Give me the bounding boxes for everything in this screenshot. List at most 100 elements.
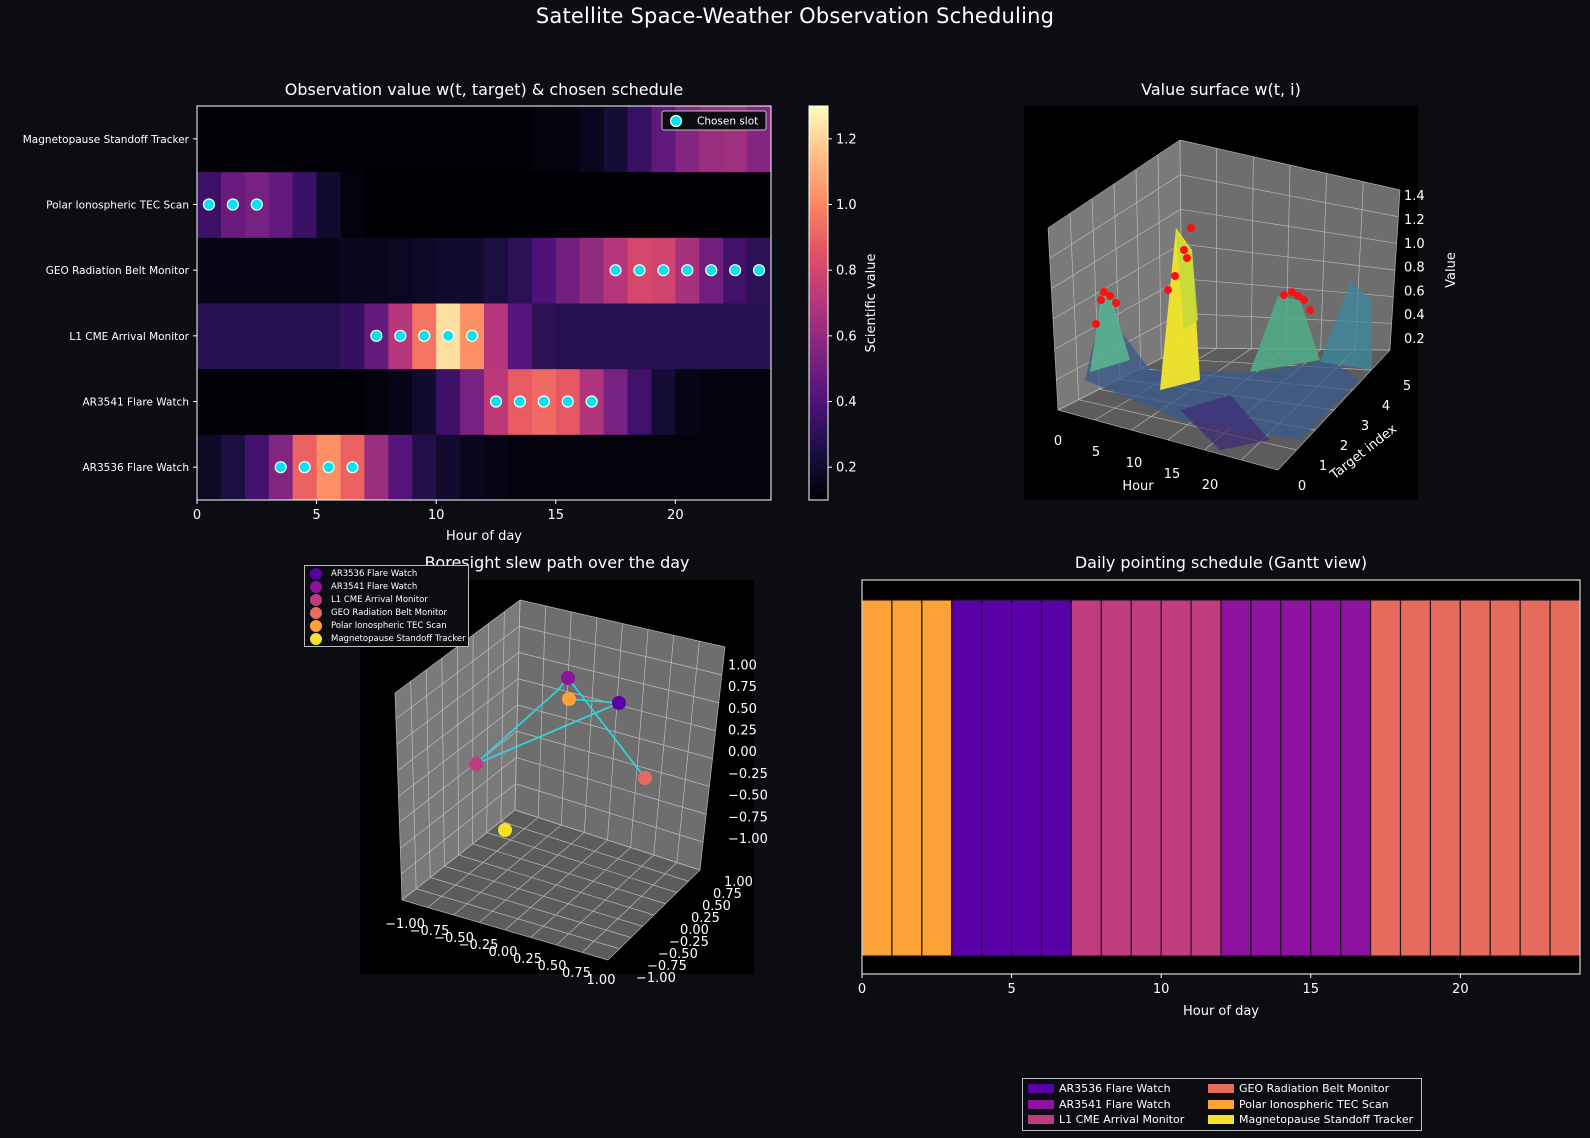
- slew-grid-line: [398, 704, 518, 797]
- surface-xtick-label: 5: [1092, 445, 1100, 460]
- surface-xlabel: Hour: [1122, 479, 1154, 494]
- colorbar-tick-label: 0.8: [836, 264, 857, 279]
- slew-xtick-label: 0.75: [562, 966, 591, 981]
- heatmap-cell: [699, 434, 724, 501]
- slew-grid-line: [515, 783, 704, 843]
- gantt-legend: AR3536 Flare Watch GEO Radiation Belt Mon…: [1022, 1078, 1422, 1131]
- slew-legend-marker: [310, 606, 322, 619]
- colorbar: [808, 105, 829, 501]
- slew-ztick-label: 0.25: [728, 724, 757, 739]
- gantt-bar-polar-ionospheric-tec-scan: [861, 599, 893, 957]
- heatmap-cell: [484, 303, 509, 370]
- heatmap-cell: [340, 303, 365, 370]
- chosen-slot-marker: [370, 329, 383, 342]
- heatmap-cell: [316, 368, 341, 435]
- gantt-bar-ar3541-flare-watch: [1220, 599, 1252, 957]
- slew-xtick-label: −0.75: [410, 924, 450, 939]
- heatmap-cell: [531, 171, 557, 238]
- gantt-bar-l1-cme-arrival-monitor: [1160, 599, 1192, 957]
- slew-grid-line: [401, 809, 516, 901]
- heatmap-cell: [316, 237, 341, 304]
- colorbar-tick-label: 1.2: [836, 132, 857, 147]
- heatmap-cell: [747, 303, 772, 370]
- surface-grid-line: [1389, 189, 1401, 351]
- slew-ytick-label: −0.75: [647, 959, 687, 974]
- gantt-legend-label: Magnetopause Standoff Tracker: [1239, 1113, 1414, 1127]
- gantt-legend-label: Polar Ionospheric TEC Scan: [1239, 1097, 1389, 1111]
- heatmap-xtick-label: 20: [667, 508, 684, 523]
- heatmap-cell: [603, 368, 628, 435]
- heatmap-cell: [316, 106, 341, 173]
- slew-xtick-label: 1.00: [587, 973, 616, 988]
- heatmap-cell: [388, 106, 413, 173]
- gantt-legend-item: L1 CME Arrival Monitor: [1023, 1112, 1203, 1128]
- slew-grid-line: [607, 869, 701, 961]
- slew-grid-line: [400, 783, 516, 875]
- slew-legend-label: AR3536 Flare Watch: [331, 568, 418, 579]
- slew-grid-line: [500, 611, 505, 822]
- heatmap-cell: [507, 171, 533, 238]
- surface-ztick-label: 1.2: [1404, 213, 1425, 228]
- heatmap-cell: [723, 434, 748, 501]
- slew-grid-line: [676, 641, 700, 863]
- surface-title: Value surface w(t, i): [1141, 80, 1301, 99]
- gantt-bar-geo-radiation-belt-monitor: [1429, 599, 1461, 957]
- value-surface: [1085, 228, 1372, 450]
- slew-grid-line: [556, 854, 654, 946]
- heatmap-cell: [579, 237, 605, 304]
- gantt-legend-item: Magnetopause Standoff Tracker: [1203, 1112, 1417, 1128]
- heatmap-row-label: Magnetopause Standoff Tracker: [23, 134, 190, 146]
- slew-grid-line: [500, 820, 689, 882]
- heatmap-cell: [316, 171, 341, 238]
- surface-ytick-label: 0: [1298, 479, 1306, 494]
- slew-point-polar-ionospheric-tec-scan: [562, 692, 576, 706]
- gantt-bar-ar3541-flare-watch: [1280, 599, 1312, 957]
- slew-legend-label: L1 CME Arrival Monitor: [331, 594, 428, 605]
- gantt-bar-ar3541-flare-watch: [1310, 599, 1342, 957]
- heatmap-cell: [651, 303, 676, 370]
- heatmap-cell: [460, 434, 485, 501]
- heatmap-cell: [555, 171, 581, 238]
- slew-legend-item: GEO Radiation Belt Monitor: [305, 606, 468, 619]
- heatmap-cell: [627, 171, 652, 238]
- chosen-slot-marker: [322, 461, 335, 474]
- heatmap-cell: [197, 434, 222, 501]
- heatmap-cell: [723, 368, 748, 435]
- slew-grid-line: [517, 704, 713, 759]
- slew-ztick-label: 0.50: [728, 702, 757, 717]
- slew-legend-item: L1 CME Arrival Monitor: [305, 593, 468, 606]
- surface-xtick-label: 20: [1202, 478, 1219, 493]
- gantt-legend-swatch: [1208, 1099, 1234, 1109]
- surface-ytick-label: 1: [1319, 459, 1327, 474]
- chosen-slot-marker: [752, 264, 766, 277]
- gantt-bar-l1-cme-arrival-monitor: [1190, 599, 1222, 957]
- slew-legend-label: Magnetopause Standoff Tracker: [331, 633, 466, 644]
- heatmap-cell: [747, 368, 772, 435]
- gantt-frame: [861, 579, 1581, 975]
- heatmap-cell: [579, 171, 605, 238]
- heatmap-cell: [268, 237, 294, 304]
- slew-legend-marker: [310, 567, 322, 580]
- slew-ztick-label: −0.50: [728, 789, 768, 804]
- gantt-legend-swatch: [1208, 1115, 1234, 1125]
- gantt-legend-swatch: [1028, 1099, 1054, 1109]
- heatmap-cell: [388, 237, 413, 304]
- slew-floor-pane: [402, 810, 700, 960]
- heatmap-cell: [507, 434, 533, 501]
- heatmap-cell: [412, 106, 437, 173]
- chosen-slot-marker: [705, 264, 718, 277]
- gantt-title: Daily pointing schedule (Gantt view): [1074, 553, 1368, 572]
- heatmap-cell: [555, 106, 581, 173]
- figure-title: Satellite Space-Weather Observation Sche…: [535, 4, 1055, 28]
- heatmap-cell: [388, 368, 413, 435]
- heatmap-cell: [627, 303, 652, 370]
- slew-grid-line: [504, 839, 608, 931]
- slew-legend: AR3536 Flare Watch AR3541 Flare Watch L1 C…: [304, 565, 469, 647]
- heatmap-cell: [244, 368, 270, 435]
- heatmap-cell: [364, 434, 389, 501]
- heatmap-cell: [197, 303, 222, 370]
- heatmap-cell: [460, 368, 485, 435]
- heatmap-cell: [460, 106, 485, 173]
- slew-grid-line: [514, 599, 521, 811]
